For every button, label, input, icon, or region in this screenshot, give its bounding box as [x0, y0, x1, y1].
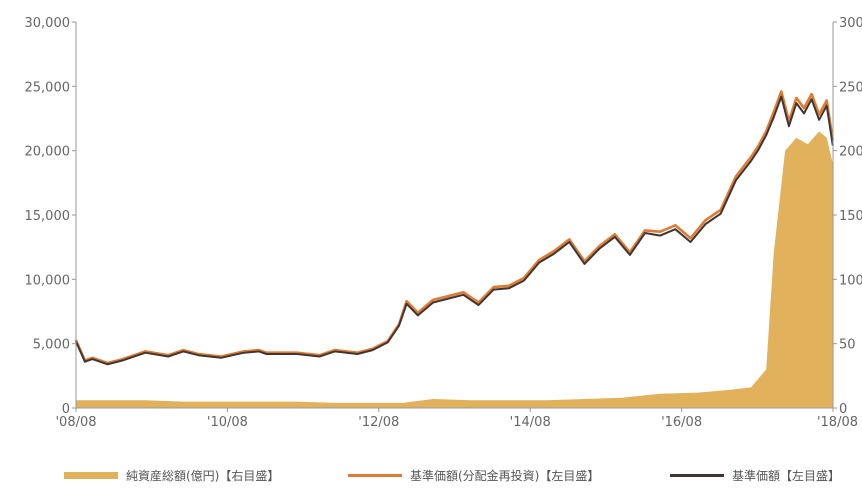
area-layer: [75, 131, 833, 408]
x-tick-label: '08/08: [55, 415, 96, 430]
right-tick-label: 250: [839, 80, 862, 95]
left-tick-label: 10,000: [25, 273, 71, 288]
legend-label-0: 純資産総額(億円)【右目盛】: [126, 468, 279, 483]
axis-layer: 0 5,000 10,000 15,000 20,000 25,000 30,000 0 50 1…: [25, 16, 862, 430]
right-tick-label: 150: [839, 209, 862, 224]
left-tick-label: 5,000: [33, 338, 70, 353]
x-tick-label: '12/08: [358, 415, 399, 430]
left-tick-label: 30,000: [25, 16, 71, 31]
left-tick-label: 20,000: [25, 145, 71, 160]
left-tick-label: 0: [62, 402, 70, 417]
line-layer: [74, 90, 835, 366]
x-tick-label: '18/08: [817, 415, 858, 430]
legend-swatch-0: [64, 472, 118, 479]
legend-label-1: 基準価額(分配金再投資)【左目盛】: [410, 468, 599, 483]
x-tick-label: '16/08: [661, 415, 702, 430]
x-tick-label: '10/08: [207, 415, 248, 430]
x-tick-label: '14/08: [510, 415, 551, 430]
right-tick-label: 50: [839, 338, 856, 353]
series-area-0: [75, 131, 833, 408]
right-tick-label: 100: [839, 273, 862, 288]
right-tick-label: 200: [839, 145, 862, 160]
legend: 純資産総額(億円)【右目盛】 基準価額(分配金再投資)【左目盛】 基準価額【左目盛】: [64, 468, 840, 483]
left-tick-label: 25,000: [25, 80, 71, 95]
left-tick-label: 15,000: [25, 209, 71, 224]
series-line-2: [74, 95, 834, 366]
right-tick-label: 300: [839, 16, 862, 31]
series-line-1: [74, 90, 835, 365]
legend-label-2: 基準価額【左目盛】: [732, 468, 840, 483]
right-tick-label: 0: [839, 402, 847, 417]
